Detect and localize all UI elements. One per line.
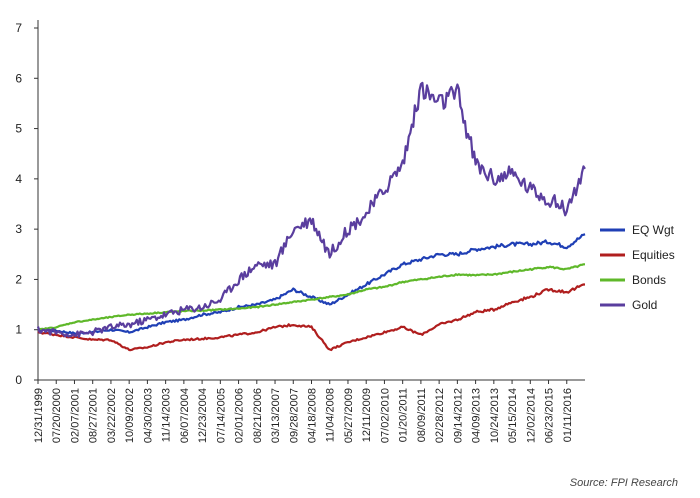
series-line-eq-wgt xyxy=(37,233,586,335)
x-tick-label: 06/07/2004 xyxy=(179,388,191,443)
series-line-bonds xyxy=(37,263,585,331)
x-tick-label: 07/02/2010 xyxy=(379,388,391,443)
x-tick-label: 04/18/2008 xyxy=(307,388,319,443)
x-tick-label: 09/14/2012 xyxy=(452,388,464,443)
y-tick-label: 1 xyxy=(15,323,22,337)
y-tick-label: 5 xyxy=(15,122,22,136)
x-tick-label: 12/23/2004 xyxy=(197,388,209,443)
x-tick-label: 10/09/2002 xyxy=(124,388,136,443)
x-tick-label: 12/02/2014 xyxy=(525,388,537,443)
series-line-gold xyxy=(36,81,586,338)
y-tick-label: 6 xyxy=(15,71,22,85)
x-axis: 12/31/1999 07/20/2000 02/07/2001 08/27/2001… xyxy=(33,379,585,443)
y-tick-label: 3 xyxy=(15,222,22,236)
source-note: Source: FPI Research xyxy=(569,477,678,489)
x-tick-label: 11/04/2008 xyxy=(325,388,337,442)
x-tick-label: 04/30/2003 xyxy=(142,388,154,443)
series-line-equities xyxy=(37,283,585,352)
y-axis: 0 1 2 3 4 5 6 7 xyxy=(15,20,39,387)
x-tick-label: 09/28/2007 xyxy=(288,388,300,443)
x-tick-label: 08/21/2006 xyxy=(252,388,264,443)
x-tick-label: 02/28/2012 xyxy=(434,388,446,443)
x-tick-label: 12/11/2009 xyxy=(361,388,373,442)
x-tick-label: 06/23/2015 xyxy=(544,388,556,443)
x-tick-label: 03/13/2007 xyxy=(270,388,282,443)
y-tick-label: 2 xyxy=(15,272,22,286)
x-tick-label: 12/31/1999 xyxy=(33,388,45,443)
x-tick-label: 01/20/2011 xyxy=(398,388,410,442)
y-tick-label: 7 xyxy=(15,21,22,35)
x-tick-label: 03/22/2002 xyxy=(106,388,118,443)
x-tick-label: 02/01/2006 xyxy=(234,388,246,443)
x-tick-label: 05/27/2009 xyxy=(343,388,355,443)
y-tick-label: 0 xyxy=(15,373,22,387)
legend-label: Equities xyxy=(632,248,675,262)
x-tick-label: 01/11/2016 xyxy=(562,388,574,442)
x-tick-label: 07/14/2005 xyxy=(215,388,227,443)
x-tick-label: 02/07/2001 xyxy=(69,388,81,443)
x-tick-label: 10/24/2013 xyxy=(489,388,501,443)
x-tick-label: 11/14/2003 xyxy=(161,388,173,442)
legend-label: Gold xyxy=(632,298,657,312)
x-tick-label: 08/27/2001 xyxy=(88,388,100,443)
legend-label: Bonds xyxy=(632,273,666,287)
x-tick-label: 05/15/2014 xyxy=(507,388,519,443)
series-layer xyxy=(36,81,586,352)
y-tick-label: 4 xyxy=(15,172,22,186)
x-tick-label: 07/20/2000 xyxy=(51,388,63,443)
legend-label: EQ Wgt xyxy=(632,223,675,237)
legend: EQ Wgt Equities Bonds Gold xyxy=(600,223,675,312)
x-tick-label: 04/09/2013 xyxy=(471,388,483,443)
x-tick-label: 08/09/2011 xyxy=(416,388,428,442)
